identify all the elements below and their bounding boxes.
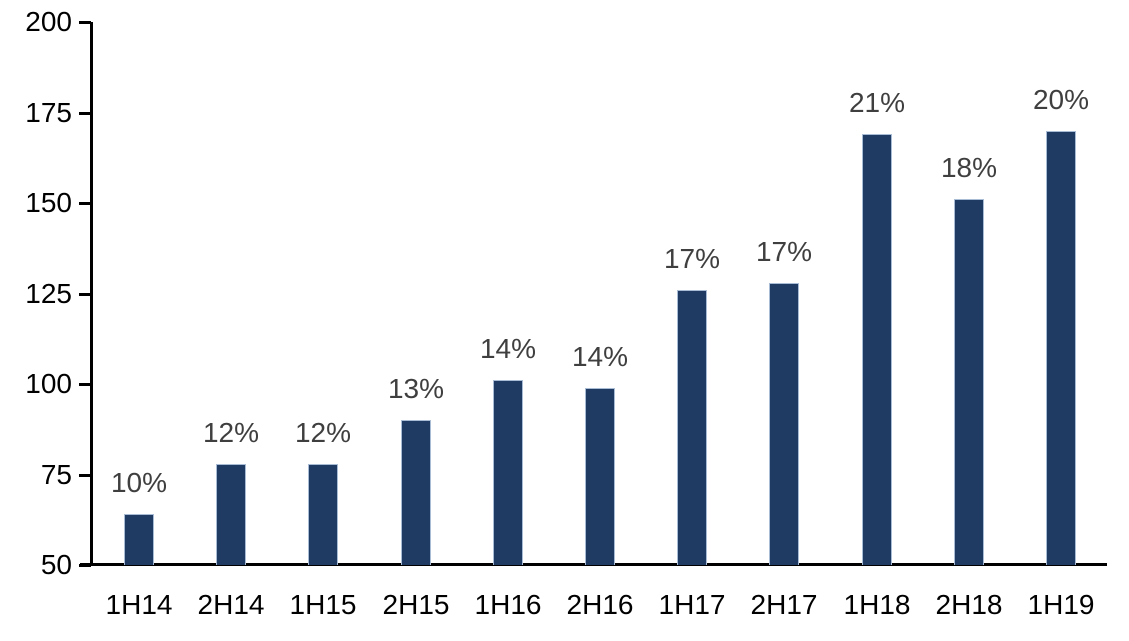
bar-value-label: 21%: [848, 87, 906, 118]
bar-1h18: [862, 134, 892, 565]
bar-2h16: [585, 388, 615, 565]
x-tick-label-1h17: 1H17: [658, 589, 726, 620]
y-tick-mark: [79, 202, 91, 205]
x-tick-label-1h14: 1H14: [105, 589, 173, 620]
bar-value-label: 20%: [1032, 84, 1090, 115]
y-tick-mark: [79, 112, 91, 115]
y-tick-mark: [79, 474, 91, 477]
x-tick-label-1h19: 1H19: [1027, 589, 1095, 620]
bar-value-label: 14%: [571, 341, 629, 372]
bar-value-label: 18%: [940, 152, 998, 183]
bar-2h14: [216, 464, 246, 565]
y-tick-label: 150: [25, 187, 72, 218]
x-tick-label-2h15: 2H15: [382, 589, 450, 620]
y-tick-mark: [79, 383, 91, 386]
y-tick-mark: [79, 21, 91, 24]
bar-value-label: 17%: [663, 243, 721, 274]
y-tick-label: 175: [25, 97, 72, 128]
bar-2h17: [769, 283, 799, 565]
bar-1h17: [677, 290, 707, 565]
x-tick-label-2h14: 2H14: [197, 589, 265, 620]
bar-value-label: 14%: [479, 333, 537, 364]
bar-2h18: [954, 199, 984, 565]
bar-1h19: [1046, 131, 1076, 565]
y-tick-label: 125: [25, 278, 72, 309]
x-tick-label-1h16: 1H16: [474, 589, 542, 620]
x-tick-label-2h16: 2H16: [566, 589, 634, 620]
y-tick-label: 75: [40, 459, 72, 490]
y-tick-label: 200: [25, 6, 72, 37]
x-tick-label-1h18: 1H18: [843, 589, 911, 620]
y-tick-mark: [79, 564, 91, 567]
y-tick-label: 100: [25, 368, 72, 399]
y-axis-line: [90, 22, 93, 566]
bar-1h16: [493, 380, 523, 565]
bar-value-label: 12%: [294, 417, 352, 448]
bar-1h15: [308, 464, 338, 565]
bar-value-label: 17%: [755, 236, 813, 267]
bar-value-label: 13%: [387, 373, 445, 404]
y-tick-label: 50: [40, 549, 72, 580]
bar-2h15: [401, 420, 431, 565]
bar-1h14: [124, 514, 154, 565]
y-tick-mark: [79, 293, 91, 296]
x-tick-label-1h15: 1H15: [289, 589, 357, 620]
x-tick-label-2h17: 2H17: [750, 589, 818, 620]
bar-value-label: 10%: [110, 467, 168, 498]
x-tick-label-2h18: 2H18: [935, 589, 1003, 620]
bar-value-label: 12%: [202, 417, 260, 448]
